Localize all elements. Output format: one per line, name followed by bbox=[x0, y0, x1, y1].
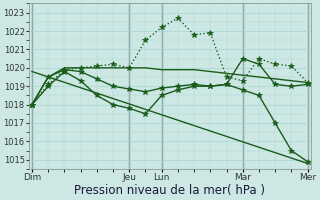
X-axis label: Pression niveau de la mer( hPa ): Pression niveau de la mer( hPa ) bbox=[74, 184, 265, 197]
